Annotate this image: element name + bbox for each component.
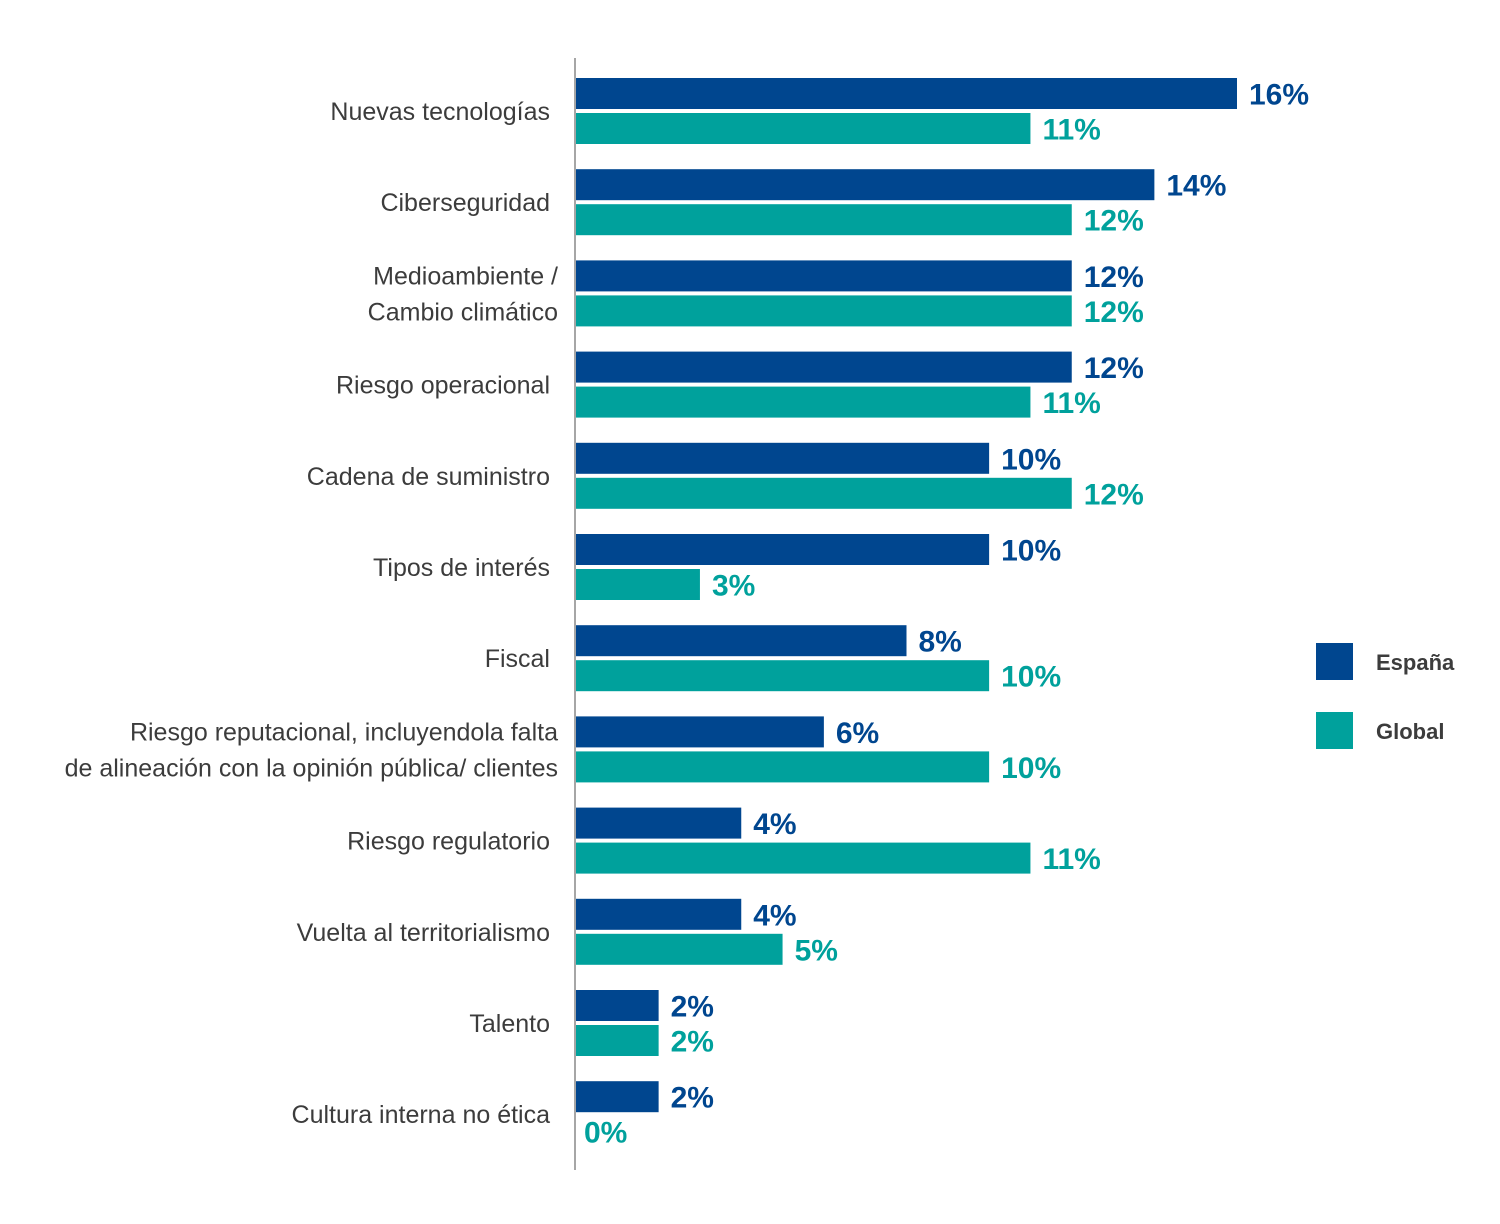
bar-espana <box>576 260 1072 292</box>
bar-global <box>576 477 1072 509</box>
category-label: Riesgo operacional <box>336 372 550 400</box>
bar-global <box>576 204 1072 236</box>
legend-swatch-espana <box>1316 643 1353 680</box>
value-label-global: 5% <box>795 934 838 967</box>
value-label-global: 3% <box>712 570 755 603</box>
bar-global <box>576 842 1031 874</box>
value-label-espana: 2% <box>671 1082 714 1115</box>
bar-global <box>576 933 783 965</box>
value-label-espana: 4% <box>753 808 796 841</box>
bar-espana <box>576 78 1237 109</box>
bar-global <box>576 660 990 692</box>
value-label-espana: 2% <box>671 991 714 1024</box>
value-label-global: 2% <box>671 1026 714 1059</box>
bar-espana <box>576 351 1072 383</box>
category-label: Talento <box>469 1010 550 1038</box>
category-label: Riesgo reputacional, incluyendola falta d… <box>65 718 558 782</box>
bar-global <box>576 386 1031 418</box>
category-label: Ciberseguridad <box>380 189 550 217</box>
bar-espana <box>576 716 824 748</box>
value-label-espana: 10% <box>1001 443 1061 476</box>
value-label-espana: 16% <box>1249 79 1309 112</box>
bar-global <box>576 1025 659 1056</box>
category-label: Nuevas tecnologías <box>330 98 550 126</box>
value-label-global: 11% <box>1042 114 1100 147</box>
value-label-global: 12% <box>1084 296 1144 329</box>
bar-global <box>576 295 1072 327</box>
category-label: Cultura interna no ética <box>292 1101 551 1129</box>
value-label-global: 11% <box>1042 387 1100 420</box>
bar-global <box>576 751 990 783</box>
bar-espana <box>576 898 742 930</box>
value-label-espana: 14% <box>1166 170 1226 203</box>
legend-label-global: Global <box>1376 719 1444 744</box>
value-label-espana: 10% <box>1001 535 1061 568</box>
value-label-global: 11% <box>1042 843 1100 876</box>
value-label-global: 12% <box>1084 205 1144 238</box>
category-label: Cadena de suministro <box>307 463 550 491</box>
bar-espana <box>576 990 659 1021</box>
category-label: Tipos de interés <box>373 554 550 582</box>
value-label-global: 12% <box>1084 478 1144 511</box>
value-label-espana: 12% <box>1084 261 1144 294</box>
category-label: Vuelta al territorialismo <box>297 919 550 947</box>
bars-layer <box>576 78 1237 1113</box>
value-label-espana: 12% <box>1084 352 1144 385</box>
category-label: Fiscal <box>485 645 550 673</box>
value-label-global: 10% <box>1001 661 1061 694</box>
legend-label-espana: España <box>1376 650 1455 675</box>
bar-espana <box>576 534 990 565</box>
bar-espana <box>576 442 990 474</box>
legend-swatch-global <box>1316 712 1353 749</box>
category-labels: Nuevas tecnologías Ciberseguridad Medioamb… <box>65 98 558 1129</box>
category-label: Riesgo regulatorio <box>347 828 550 856</box>
legend: España Global <box>1316 643 1455 749</box>
category-label: Medioambiente / Cambio climático <box>368 262 558 326</box>
bar-global <box>576 113 1031 144</box>
bar-espana <box>576 169 1155 201</box>
value-label-espana: 4% <box>753 899 796 932</box>
value-label-espana: 8% <box>919 626 962 659</box>
value-labels: 16%11%14%12%12%12%12%11%10%12%10%3%8%10%… <box>584 79 1309 1150</box>
value-label-global: 10% <box>1001 752 1061 785</box>
bar-espana <box>576 625 907 657</box>
bar-espana <box>576 1081 659 1113</box>
value-label-espana: 6% <box>836 717 879 750</box>
value-label-global: 0% <box>584 1117 627 1150</box>
bar-global <box>576 569 700 600</box>
bar-espana <box>576 807 742 839</box>
